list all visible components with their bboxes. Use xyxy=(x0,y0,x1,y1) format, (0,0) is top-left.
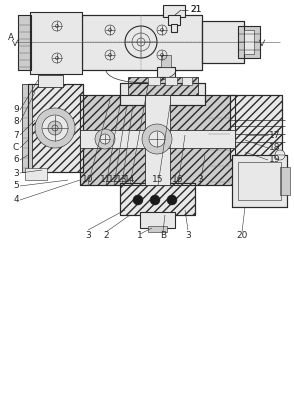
Bar xyxy=(18,15,31,70)
Bar xyxy=(238,26,260,58)
Text: 12: 12 xyxy=(108,175,120,184)
Bar xyxy=(128,77,198,95)
Bar xyxy=(28,84,83,172)
Bar xyxy=(30,12,82,74)
Text: 3: 3 xyxy=(197,175,203,184)
Bar xyxy=(145,95,170,185)
Bar xyxy=(165,77,177,85)
Text: 1: 1 xyxy=(137,231,143,240)
Bar xyxy=(22,84,32,172)
Bar xyxy=(238,162,281,200)
Circle shape xyxy=(149,131,165,147)
Text: 5: 5 xyxy=(13,182,19,190)
Text: B: B xyxy=(160,231,166,240)
Text: 13: 13 xyxy=(116,175,128,184)
Text: 9: 9 xyxy=(13,106,19,114)
Bar xyxy=(202,21,244,63)
Bar xyxy=(22,84,32,172)
Bar xyxy=(148,226,167,232)
Bar xyxy=(230,95,282,160)
Circle shape xyxy=(133,195,143,205)
Text: A: A xyxy=(8,33,14,42)
Bar xyxy=(232,155,287,207)
Text: 6: 6 xyxy=(13,156,19,164)
Bar xyxy=(280,167,290,195)
Bar xyxy=(163,5,185,17)
Text: 14: 14 xyxy=(124,175,136,184)
Circle shape xyxy=(35,108,75,148)
Bar xyxy=(120,183,195,215)
Bar xyxy=(171,24,177,32)
Text: 16: 16 xyxy=(172,175,184,184)
Bar xyxy=(30,12,82,74)
Bar xyxy=(82,15,202,70)
Bar xyxy=(232,155,287,207)
Circle shape xyxy=(95,129,115,149)
Bar xyxy=(202,21,244,63)
Bar xyxy=(238,26,260,58)
Text: 4: 4 xyxy=(13,196,19,204)
Circle shape xyxy=(275,150,285,160)
Text: 3: 3 xyxy=(13,168,19,178)
Text: 20: 20 xyxy=(236,231,248,240)
Circle shape xyxy=(100,134,110,144)
Bar xyxy=(120,83,205,105)
Bar xyxy=(18,15,31,70)
Bar xyxy=(82,15,202,70)
Text: 21: 21 xyxy=(190,6,201,14)
Bar xyxy=(148,77,160,85)
Bar xyxy=(168,15,180,25)
Text: 17: 17 xyxy=(269,130,280,140)
Bar xyxy=(182,77,192,85)
Bar xyxy=(140,212,175,228)
Text: 3: 3 xyxy=(185,231,191,240)
Circle shape xyxy=(42,115,68,141)
Text: 19: 19 xyxy=(269,156,280,164)
Bar xyxy=(28,84,83,172)
Text: 3: 3 xyxy=(85,231,91,240)
Circle shape xyxy=(150,195,160,205)
Bar xyxy=(25,168,47,180)
Bar xyxy=(157,67,175,77)
Text: 10: 10 xyxy=(82,175,94,184)
Circle shape xyxy=(142,124,172,154)
Bar xyxy=(128,77,198,95)
Bar xyxy=(120,83,205,105)
Text: 8: 8 xyxy=(13,118,19,126)
Bar xyxy=(80,95,235,185)
Text: 15: 15 xyxy=(152,175,164,184)
Bar xyxy=(244,30,254,54)
Bar xyxy=(161,55,171,67)
Circle shape xyxy=(167,195,177,205)
Text: 2: 2 xyxy=(103,231,109,240)
Bar xyxy=(120,183,195,215)
Text: 21: 21 xyxy=(190,6,201,14)
Bar xyxy=(38,75,63,87)
Text: C: C xyxy=(13,144,19,152)
Text: 7: 7 xyxy=(13,130,19,140)
Circle shape xyxy=(48,121,62,135)
Text: 11: 11 xyxy=(100,175,112,184)
Bar xyxy=(80,130,235,148)
Bar xyxy=(80,130,235,148)
Bar xyxy=(145,95,170,185)
Bar xyxy=(230,95,282,160)
Text: 18: 18 xyxy=(269,144,280,152)
Bar xyxy=(80,95,235,185)
Bar xyxy=(38,75,63,87)
